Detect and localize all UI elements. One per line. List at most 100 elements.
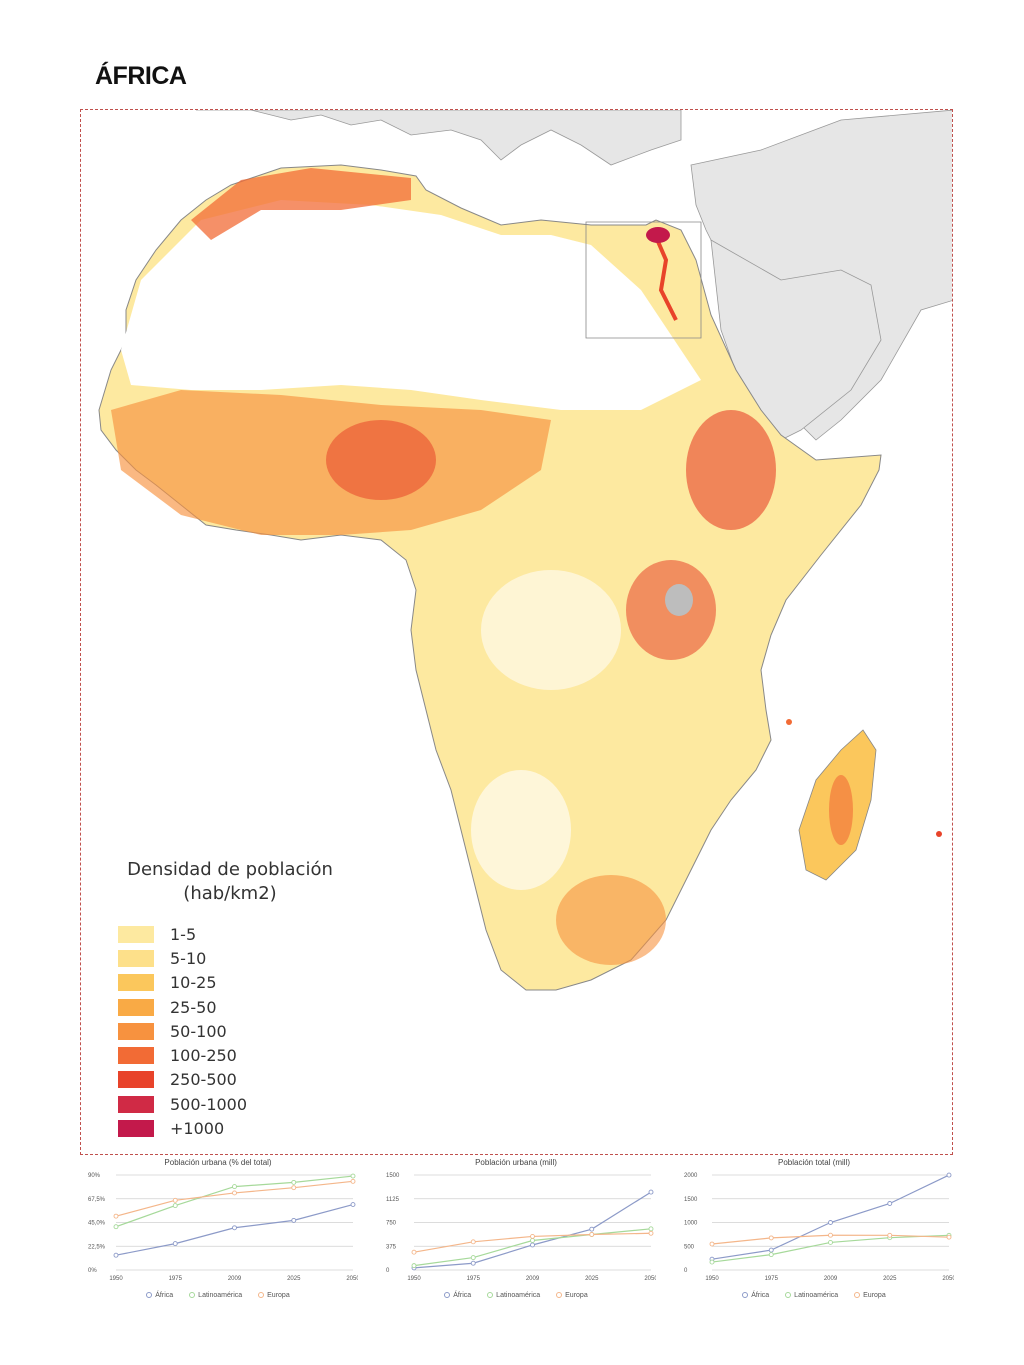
x-tick-label: 2009 [526,1276,540,1282]
page-title: ÁFRICA [95,62,187,90]
legend-marker-icon [444,1292,451,1299]
chart-legend: África Latinoamérica Europa [78,1292,358,1299]
chart-legend: África Latinoamérica Europa [674,1292,954,1299]
legend-item: +1000 [118,1116,350,1140]
x-tick-label: 2009 [228,1276,242,1282]
comoros-islands [786,719,792,725]
series-point [291,1179,297,1185]
y-tick-label: 67,5% [88,1197,106,1203]
series-point [113,1224,119,1230]
chart-urban-percent: 0% 22,5% 45,0% 67,5% 90% 1950 1975 2009 2025 2050… [78,1157,358,1307]
x-tick-label: 2050 [942,1276,954,1282]
madagascar-highlands [829,775,853,845]
series-point [589,1232,595,1237]
series-point [887,1201,893,1206]
series-point [589,1226,595,1232]
legend-marker-icon [854,1292,861,1299]
series-point [530,1238,535,1243]
legend-marker-icon [785,1292,792,1299]
nile-river [651,229,678,321]
chart-urban-population: 0 375 750 1125 1500 1950 1975 2009 2025 2050 Pobl… [376,1157,656,1307]
y-tick-label: 45,0% [88,1221,106,1227]
x-tick-label: 2025 [585,1276,599,1282]
series-point [828,1220,833,1225]
map-legend: Densidad de población (hab/km2) 1-5 5-10 1… [110,858,350,1141]
legend-item: 1-5 [118,922,350,946]
legend-item: 50-100 [118,1019,350,1043]
x-tick-label: 1950 [109,1276,123,1282]
y-tick-label: 0% [88,1268,97,1274]
chart-legend-label: África [751,1292,770,1299]
chart-legend-item: Latinoamérica [189,1292,242,1299]
legend-label: 250-500 [170,1070,237,1090]
chart-legend-item: Latinoamérica [785,1292,838,1299]
legend-label: 5-10 [170,948,207,968]
legend-item: 100-250 [118,1043,350,1067]
x-tick-label: 1975 [765,1276,779,1282]
series-point [113,1213,119,1219]
legend-title-line1: Densidad de población [127,859,333,880]
y-tick-label: 1500 [684,1197,698,1203]
series-point [470,1260,476,1266]
series-point [709,1241,715,1247]
chart-legend-item: África [742,1292,769,1299]
x-tick-label: 2025 [883,1276,897,1282]
legend-label: 500-1000 [170,1094,248,1114]
series-point [172,1241,178,1247]
congo-basin [481,570,621,690]
x-tick-label: 2050 [644,1276,656,1282]
series-point [946,1172,952,1178]
x-tick-label: 1975 [169,1276,183,1282]
chart-legend: África Latinoamérica Europa [376,1292,656,1299]
series-point [172,1203,178,1209]
y-tick-label: 1500 [386,1173,400,1179]
chart-title: Población urbana (% del total) [164,1158,272,1167]
x-tick-label: 1975 [467,1276,481,1282]
x-tick-label: 2050 [346,1276,358,1282]
y-tick-label: 1125 [386,1197,400,1203]
sahara-region [121,200,701,410]
series-point [648,1230,654,1236]
legend-marker-icon [189,1292,196,1299]
legend-swatch [118,974,154,992]
y-tick-label: 2000 [684,1173,698,1179]
chart-legend-item: África [146,1292,173,1299]
line-chart-svg: 0 375 750 1125 1500 1950 1975 2009 2025 2050 [386,1173,656,1282]
series-point [350,1173,356,1179]
y-tick-label: 22,5% [88,1244,106,1250]
y-tick-label: 0 [684,1268,688,1274]
y-tick-label: 500 [684,1244,695,1250]
line-chart-svg: 0% 22,5% 45,0% 67,5% 90% 1950 1975 2009 2025 2050 [88,1173,358,1282]
series-point [350,1202,356,1208]
maghreb-coast [191,168,411,240]
series-point [232,1190,237,1196]
x-tick-label: 2025 [287,1276,301,1282]
series-point [768,1235,774,1241]
legend-label: 25-50 [170,997,217,1017]
series-point [232,1184,237,1190]
y-tick-label: 750 [386,1221,397,1227]
legend-marker-icon [742,1292,749,1299]
series-point [530,1233,535,1239]
series-point [768,1247,774,1253]
legend-swatch [118,1095,154,1113]
chart-total-population: 0 500 1000 1500 2000 1950 1975 2009 2025 2050 Pob… [674,1157,954,1307]
legend-label: +1000 [170,1119,225,1139]
chart-title: Población urbana (mill) [475,1158,557,1167]
chart-legend-item: África [444,1292,471,1299]
legend-label: 100-250 [170,1046,237,1066]
chart-legend-label: Europa [267,1292,290,1299]
chart-legend-label: Europa [565,1292,588,1299]
series-point [946,1234,952,1240]
series-line [413,1191,652,1269]
series-point [648,1189,654,1195]
legend-items: 1-5 5-10 10-25 25-50 50-100 100-250 250-500 500… [118,922,350,1141]
nile-delta [646,227,670,243]
legend-marker-icon [556,1292,563,1299]
series-point [291,1185,297,1191]
kalahari-region [471,770,571,890]
series-point [768,1252,774,1258]
legend-item: 5-10 [118,946,350,970]
legend-item: 25-50 [118,995,350,1019]
series-point [828,1239,833,1245]
